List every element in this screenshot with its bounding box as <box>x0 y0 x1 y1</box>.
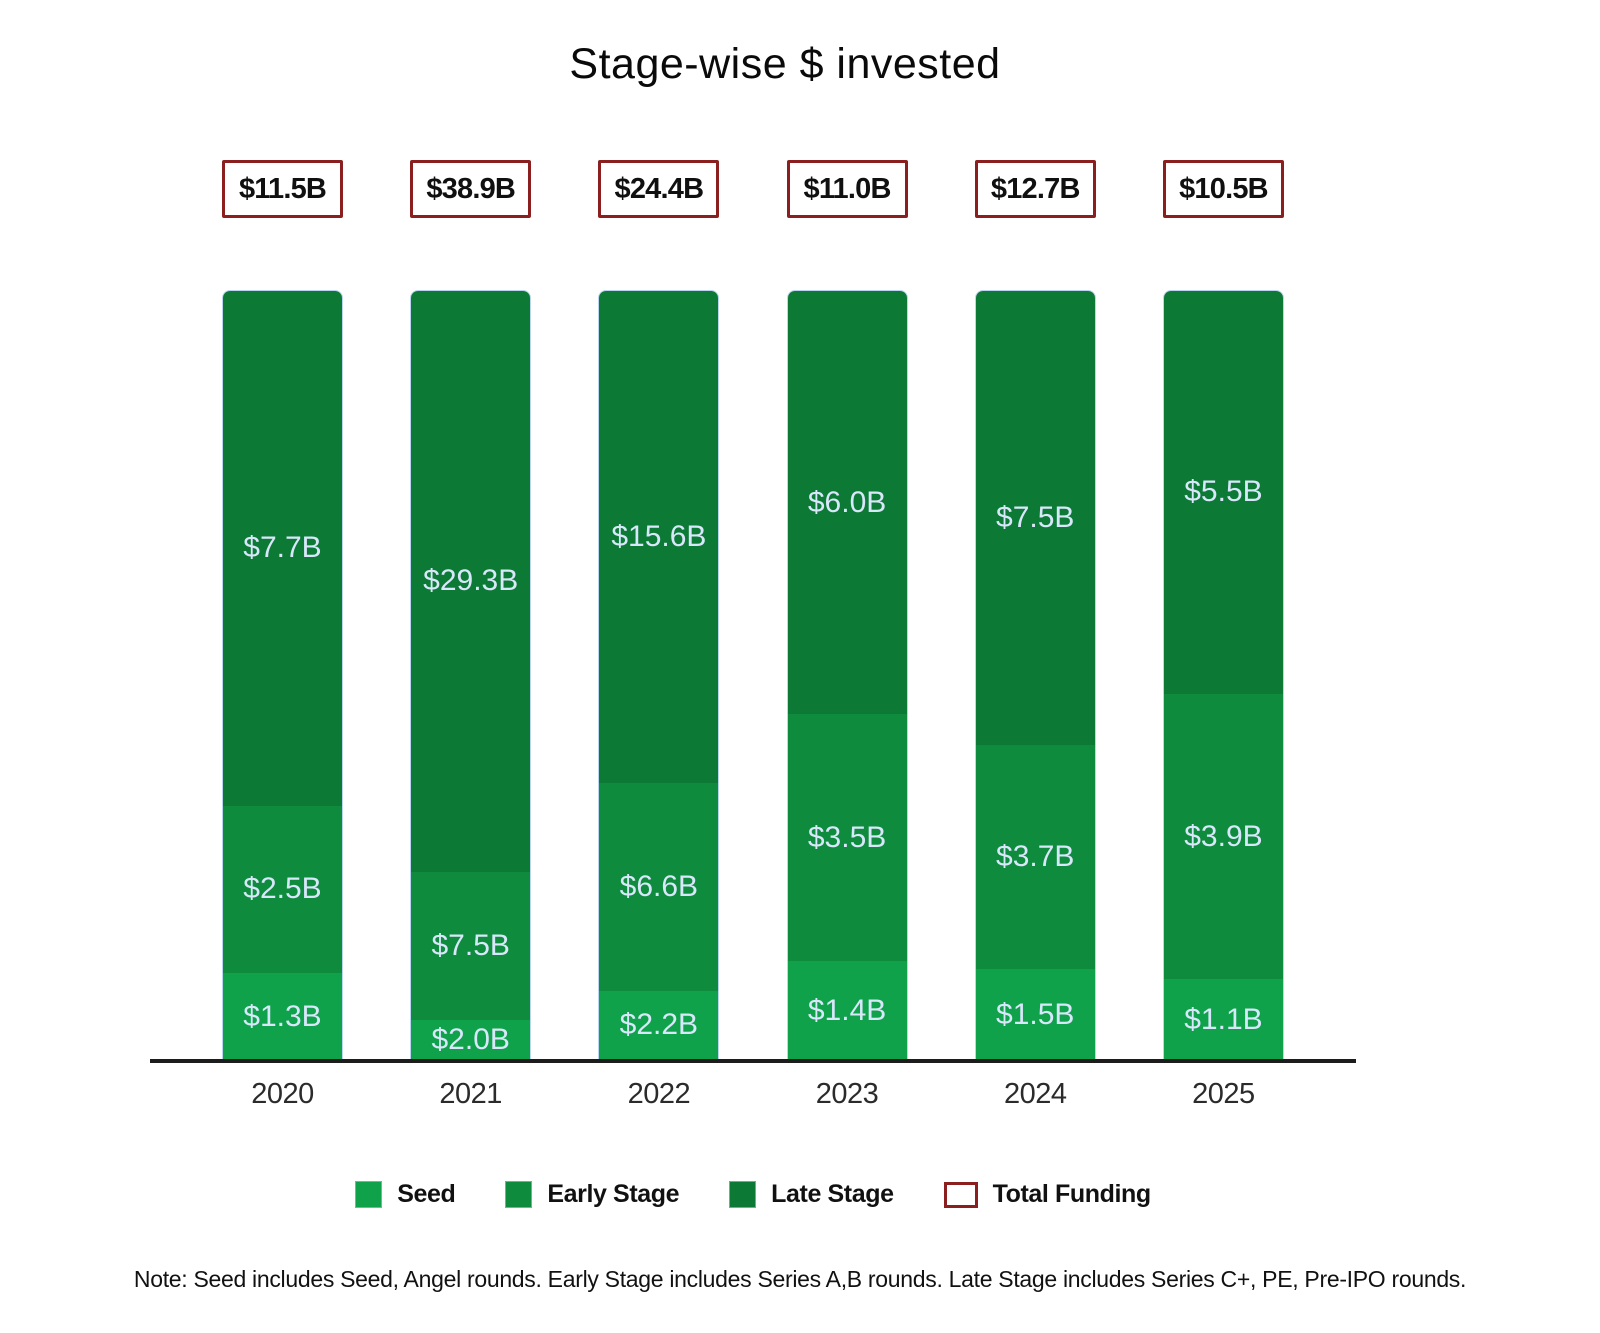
stacked-bar-2023: $6.0B $3.5B $1.4B <box>786 290 908 1060</box>
bar-segment-value: $1.4B <box>807 993 887 1027</box>
total-funding-value: $24.4B <box>614 172 705 205</box>
chart-column-2025: $10.5B $5.5B $3.9B $1.1B 2025 <box>1162 160 1284 1111</box>
chart-title: Stage-wise $ invested <box>569 40 1001 88</box>
chart-column-2024: $12.7B $7.5B $3.7B $1.5B 2024 <box>974 160 1096 1111</box>
bar-segment-early-stage-2020: $2.5B <box>223 805 342 974</box>
bar-segment-value: $1.3B <box>243 999 322 1033</box>
x-axis-label-2023: 2023 <box>815 1078 879 1110</box>
bar-segment-late-stage-2024: $7.5B <box>975 291 1095 746</box>
x-axis-label-2025: 2025 <box>1192 1078 1255 1110</box>
bar-segment-late-stage-2021: $29.3B <box>411 291 531 872</box>
x-axis-label-2021: 2021 <box>439 1078 502 1110</box>
legend-swatch-seed-icon <box>355 1181 383 1208</box>
stacked-bar-chart: $11.5B $7.7B $2.5B $1.3B 2020 $38.9B $29.3B $7.… <box>150 160 1356 1111</box>
total-funding-box-2023: $11.0B <box>786 160 908 218</box>
x-axis-label-2024: 2024 <box>1003 1078 1067 1110</box>
bar-segment-value: $3.9B <box>1184 819 1263 853</box>
total-funding-value: $38.9B <box>426 172 516 205</box>
bar-segment-seed-2020: $1.3B <box>223 973 342 1060</box>
legend-label: Seed <box>397 1180 456 1208</box>
bar-segment-early-stage-2024: $3.7B <box>975 745 1095 970</box>
total-funding-value: $11.5B <box>238 172 327 205</box>
footnote: Note: Seed includes Seed, Angel rounds. … <box>133 1266 1467 1292</box>
bar-segment-seed-2023: $1.4B <box>787 961 907 1060</box>
bar-segment-value: $3.5B <box>807 820 887 854</box>
legend-label: Early Stage <box>547 1180 680 1208</box>
stacked-bar-2022: $15.6B $6.6B $2.2B <box>598 290 720 1060</box>
total-funding-value: $10.5B <box>1179 172 1269 205</box>
bar-segment-value: $2.5B <box>243 872 322 906</box>
bar-segment-value: $2.2B <box>619 1008 699 1042</box>
bar-segment-value: $6.6B <box>619 869 699 903</box>
stacked-bar-2021: $29.3B $7.5B $2.0B <box>410 290 532 1060</box>
bar-segment-early-stage-2023: $3.5B <box>787 714 907 962</box>
bar-segment-value: $3.7B <box>996 840 1075 874</box>
bar-segment-seed-2025: $1.1B <box>1163 979 1283 1060</box>
legend-label: Late Stage <box>771 1180 894 1208</box>
bar-segment-value: $7.5B <box>996 501 1075 535</box>
bar-segment-value: $29.3B <box>423 564 519 598</box>
bar-segment-early-stage-2025: $3.9B <box>1163 693 1283 980</box>
legend-label: Total Funding <box>992 1180 1152 1208</box>
x-axis-label-2020: 2020 <box>251 1078 314 1110</box>
legend-swatch-total-funding-icon <box>943 1181 978 1208</box>
bar-segment-late-stage-2022: $15.6B <box>599 291 719 783</box>
x-axis-line <box>150 1059 1356 1063</box>
bar-segment-value: $7.7B <box>243 531 322 565</box>
total-funding-value: $11.0B <box>803 172 892 205</box>
bar-segment-value: $1.1B <box>1184 1002 1263 1036</box>
total-funding-value: $12.7B <box>990 172 1081 205</box>
legend-swatch-late-stage-icon <box>729 1181 757 1208</box>
chart-column-2022: $24.4B $15.6B $6.6B $2.2B 2022 <box>598 160 720 1111</box>
bar-segment-value: $6.0B <box>807 485 887 519</box>
legend-item-late-stage: Late Stage <box>729 1180 894 1209</box>
stacked-bar-2025: $5.5B $3.9B $1.1B <box>1162 290 1284 1060</box>
legend-item-early-stage: Early Stage <box>505 1180 680 1209</box>
chart-column-2020: $11.5B $7.7B $2.5B $1.3B 2020 <box>222 160 343 1111</box>
total-funding-box-2022: $24.4B <box>598 160 720 218</box>
legend-item-total-funding: Total Funding <box>943 1180 1152 1209</box>
stacked-bar-2024: $7.5B $3.7B $1.5B <box>974 290 1096 1060</box>
chart-columns: $11.5B $7.7B $2.5B $1.3B 2020 $38.9B $29.3B $7.… <box>150 160 1356 1111</box>
stacked-bar-2020: $7.7B $2.5B $1.3B <box>222 290 343 1060</box>
bar-segment-value: $7.5B <box>431 929 510 963</box>
total-funding-box-2024: $12.7B <box>974 160 1096 218</box>
x-axis-label-2022: 2022 <box>627 1078 691 1110</box>
chart-column-2023: $11.0B $6.0B $3.5B $1.4B 2023 <box>786 160 908 1111</box>
bar-segment-early-stage-2021: $7.5B <box>411 871 531 1021</box>
legend-item-seed: Seed <box>355 1180 456 1209</box>
bar-segment-late-stage-2023: $6.0B <box>787 291 907 715</box>
legend: Seed Early Stage Late Stage Total Funding <box>150 1180 1356 1209</box>
bar-segment-seed-2021: $2.0B <box>411 1020 531 1060</box>
bar-segment-value: $2.0B <box>431 1023 510 1057</box>
bar-segment-value: $15.6B <box>611 519 707 553</box>
total-funding-box-2021: $38.9B <box>410 160 532 218</box>
total-funding-box-2025: $10.5B <box>1162 160 1284 218</box>
bar-segment-value: $5.5B <box>1184 475 1263 509</box>
bar-segment-seed-2022: $2.2B <box>599 990 719 1060</box>
bar-segment-late-stage-2025: $5.5B <box>1163 291 1283 694</box>
bar-segment-early-stage-2022: $6.6B <box>599 782 719 991</box>
total-funding-box-2020: $11.5B <box>222 160 343 218</box>
bar-segment-late-stage-2020: $7.7B <box>223 291 342 806</box>
bar-segment-value: $1.5B <box>996 997 1075 1031</box>
chart-column-2021: $38.9B $29.3B $7.5B $2.0B 2021 <box>410 160 532 1111</box>
legend-swatch-early-stage-icon <box>505 1181 533 1208</box>
bar-segment-seed-2024: $1.5B <box>975 969 1095 1060</box>
